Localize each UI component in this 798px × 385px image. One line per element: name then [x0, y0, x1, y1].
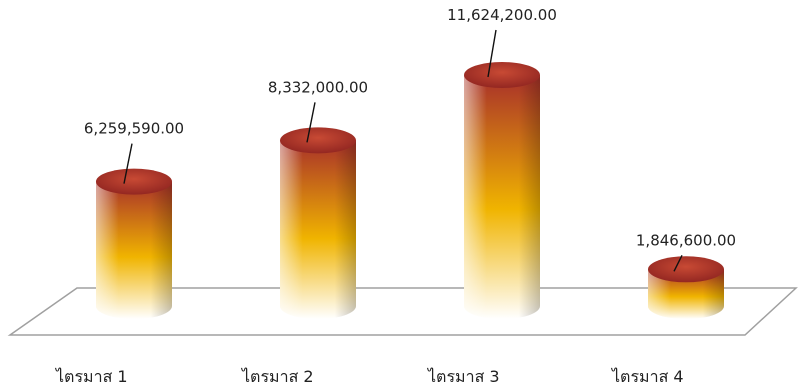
category-label-4: ไตรมาส 4 [610, 367, 684, 385]
bar-4: 1,846,600.00 [636, 231, 736, 319]
category-label-2: ไตรมาส 2 [240, 367, 314, 385]
value-leader-2 [306, 102, 316, 143]
bar-3: 11,624,200.00 [447, 6, 557, 319]
value-label-3: 11,624,200.00 [447, 6, 557, 24]
value-leader-3 [487, 29, 497, 78]
bar-1: 6,259,590.00 [84, 120, 184, 319]
bar-shading-1 [96, 181, 172, 319]
value-leader-1 [123, 143, 133, 184]
bar-shading-4 [648, 269, 724, 319]
chart-floor-plane [7, 287, 798, 336]
bar-shading-3 [464, 75, 540, 319]
value-leader-4 [673, 254, 683, 272]
value-label-2: 8,332,000.00 [268, 78, 368, 96]
bar-cap-1 [96, 168, 172, 195]
value-label-1: 6,259,590.00 [84, 120, 184, 138]
value-label-4: 1,846,600.00 [636, 231, 736, 249]
x-axis-labels: ไตรมาส 1 ไตรมาส 2 ไตรมาส 3 ไตรมาส 4 [54, 367, 684, 385]
bar-2: 8,332,000.00 [268, 78, 368, 319]
bar-cap-4 [648, 256, 724, 283]
bar-cap-2 [280, 127, 356, 154]
bar-series: 6,259,590.00 8,332,000.00 11,624,200.00 1,8… [84, 6, 736, 319]
category-label-1: ไตรมาส 1 [54, 367, 128, 385]
bar-cap-3 [464, 62, 540, 88]
bar-shading-2 [280, 140, 356, 319]
category-label-3: ไตรมาส 3 [426, 367, 500, 385]
